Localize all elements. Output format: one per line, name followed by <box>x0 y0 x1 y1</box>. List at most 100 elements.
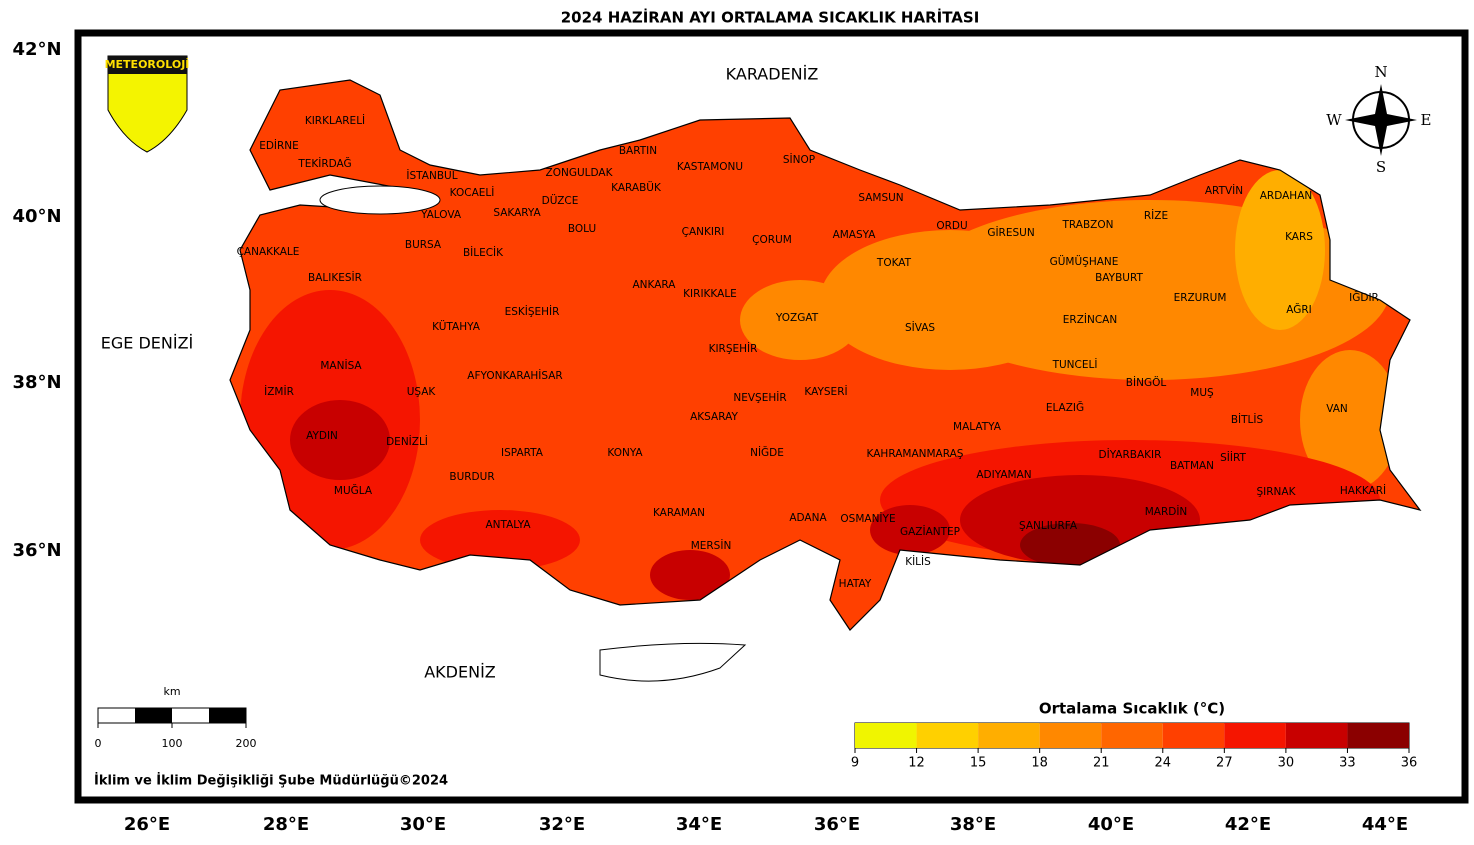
logo-text: METEOROLOJİ <box>105 57 190 71</box>
province-label: AĞRI <box>1286 303 1312 316</box>
latitude-label: 38°N <box>12 372 61 393</box>
compass-rose <box>1345 84 1417 156</box>
province-label: ÇANKIRI <box>682 226 725 238</box>
compass-letter: E <box>1421 111 1432 129</box>
colorbar-tick-label: 12 <box>908 756 925 771</box>
province-label: BİTLİS <box>1231 413 1264 426</box>
colorbar-tick-label: 9 <box>851 756 859 771</box>
province-label: KAHRAMANMARAŞ <box>867 448 964 460</box>
province-label: UŞAK <box>407 386 437 398</box>
province-label: BALIKESİR <box>308 271 362 284</box>
province-label: DENİZLİ <box>386 435 428 448</box>
province-label: MUŞ <box>1190 387 1214 399</box>
province-label: ESKİŞEHİR <box>505 305 560 318</box>
colorbar-tick-label: 27 <box>1216 756 1233 771</box>
longitude-label: 32°E <box>539 814 585 835</box>
province-label: ŞANLIURFA <box>1019 520 1078 532</box>
province-label: KASTAMONU <box>677 161 743 173</box>
scale-bar-block <box>135 708 172 723</box>
sea-label: EGE DENİZİ <box>101 334 194 353</box>
province-label: KARABÜK <box>611 181 662 194</box>
province-label: ANTALYA <box>485 519 531 531</box>
colorbar-tick-label: 24 <box>1155 756 1172 771</box>
longitude-label: 40°E <box>1088 814 1134 835</box>
province-label: SİNOP <box>783 153 815 166</box>
province-label: BURSA <box>405 239 442 251</box>
province-label: MERSİN <box>691 539 732 552</box>
colorbar-bin <box>1285 723 1348 748</box>
longitude-label: 26°E <box>124 814 170 835</box>
credit: İklim ve İklim Değişikliği Şube Müdürlüğ… <box>94 773 448 789</box>
province-label: SİVAS <box>905 321 935 334</box>
province-label: ANKARA <box>633 279 677 291</box>
map-frame <box>74 29 1469 804</box>
cyprus <box>599 642 747 682</box>
province-label: BAYBURT <box>1095 272 1143 284</box>
colorbar-tick-label: 30 <box>1278 756 1295 771</box>
province-label: SAMSUN <box>858 192 903 204</box>
province-label: ISPARTA <box>501 447 544 459</box>
longitude-label: 42°E <box>1225 814 1271 835</box>
province-label: NEVŞEHİR <box>733 391 786 404</box>
province-label: İSTANBUL <box>406 169 457 182</box>
scale-tick-label: 200 <box>236 737 257 750</box>
province-label: ERZİNCAN <box>1063 313 1117 326</box>
province-label: BİNGÖL <box>1126 376 1167 389</box>
scale-unit: km <box>163 685 180 698</box>
latitude-label: 40°N <box>12 206 61 227</box>
longitude-label: 38°E <box>950 814 996 835</box>
colorbar-bin <box>1224 723 1286 748</box>
colorbar-bin <box>978 723 1040 748</box>
province-label: ÇANAKKALE <box>237 246 300 258</box>
province-label: MUĞLA <box>334 484 373 497</box>
province-label: ELAZIĞ <box>1046 401 1084 414</box>
province-label: TOKAT <box>876 257 912 269</box>
province-label: KARAMAN <box>653 507 705 519</box>
province-label: EDİRNE <box>259 139 299 152</box>
colorbar-bin <box>916 723 979 748</box>
province-label: KIRŞEHİR <box>709 342 758 355</box>
colorbar-bin <box>1347 723 1409 748</box>
colorbar-tick-label: 15 <box>970 756 987 771</box>
province-label: MARDİN <box>1145 505 1188 518</box>
province-label: AFYONKARAHİSAR <box>467 369 562 382</box>
province-label: VAN <box>1326 403 1348 415</box>
province-label: KAYSERİ <box>804 385 847 398</box>
colorbar-bin <box>855 723 917 748</box>
colorbar-bin <box>1039 723 1102 748</box>
scale-tick-label: 0 <box>95 737 102 750</box>
province-label: KIRIKKALE <box>683 288 737 300</box>
province-label: KIRKLARELİ <box>305 114 365 127</box>
province-label: MANİSA <box>320 359 362 372</box>
colorbar-bin <box>1101 723 1163 748</box>
colorbar-tick-label: 18 <box>1031 756 1048 771</box>
temperature-field <box>230 80 1420 630</box>
province-label: ARDAHAN <box>1260 190 1313 202</box>
province-label: ADIYAMAN <box>976 469 1031 481</box>
legend-title: Ortalama Sıcaklık (°C) <box>1039 700 1225 718</box>
province-label: ADANA <box>789 512 827 524</box>
province-label: ZONGULDAK <box>546 167 614 179</box>
compass-letter: W <box>1326 111 1342 129</box>
province-label: TUNCELİ <box>1052 358 1098 371</box>
province-label: OSMANİYE <box>840 512 895 525</box>
province-label: RİZE <box>1144 209 1168 222</box>
province-label: KİLİS <box>905 555 931 568</box>
marmara-sea <box>319 185 441 215</box>
province-label: DİYARBAKIR <box>1099 448 1162 461</box>
province-label: AYDIN <box>306 430 338 442</box>
longitude-label: 44°E <box>1362 814 1408 835</box>
province-label: GİRESUN <box>987 226 1034 239</box>
province-label: ARTVİN <box>1205 184 1243 197</box>
colorbar-bin <box>1162 723 1225 748</box>
latitude-label: 42°N <box>12 39 61 60</box>
province-label: TRABZON <box>1062 219 1114 231</box>
compass-letter: S <box>1376 158 1386 176</box>
province-label: GAZİANTEP <box>900 525 960 538</box>
province-label: YOZGAT <box>775 312 819 324</box>
scale-tick-label: 100 <box>162 737 183 750</box>
colorbar-tick-label: 21 <box>1093 756 1110 771</box>
longitude-label: 28°E <box>263 814 309 835</box>
province-label: KOCAELİ <box>450 186 495 199</box>
